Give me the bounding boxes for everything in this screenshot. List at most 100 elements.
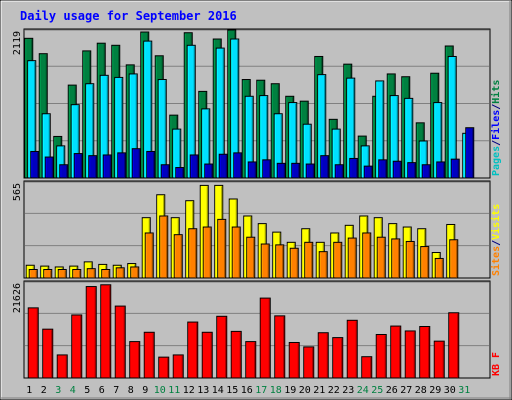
bar xyxy=(405,240,415,279)
bar xyxy=(448,312,460,379)
x-tick-label: 31 xyxy=(458,385,470,396)
bar xyxy=(262,159,272,179)
bar xyxy=(42,328,54,379)
bar xyxy=(436,161,446,179)
bar xyxy=(117,152,127,179)
x-tick-label: 24 xyxy=(357,385,369,396)
bar xyxy=(160,164,170,179)
bar xyxy=(378,159,388,179)
bar xyxy=(259,297,271,379)
bar xyxy=(73,153,83,179)
x-tick-label: 19 xyxy=(284,385,296,396)
x-tick-label: 7 xyxy=(113,385,119,396)
x-tick-label: 6 xyxy=(99,385,105,396)
bar xyxy=(172,354,184,379)
bar xyxy=(333,241,343,279)
bar xyxy=(189,154,199,179)
bar xyxy=(288,341,300,379)
bar xyxy=(362,232,372,279)
bar xyxy=(188,228,198,279)
bar xyxy=(375,333,387,379)
chart-panel-2: 565 Sites/Visits xyxy=(12,180,502,279)
bar xyxy=(204,163,214,179)
bar xyxy=(465,127,475,179)
bar xyxy=(27,307,39,379)
bar xyxy=(230,330,242,379)
bar xyxy=(434,257,444,279)
bar xyxy=(421,164,431,179)
bar xyxy=(231,226,241,279)
bar xyxy=(86,268,96,279)
bar xyxy=(71,314,83,379)
x-tick-label: 30 xyxy=(444,385,456,396)
bar xyxy=(420,246,430,279)
bar xyxy=(143,331,155,379)
bar xyxy=(56,354,68,379)
bar xyxy=(130,266,140,279)
bar xyxy=(391,238,401,279)
bar xyxy=(102,154,112,179)
bar xyxy=(317,332,329,379)
bar xyxy=(202,226,212,279)
bar xyxy=(218,153,228,179)
bar xyxy=(144,232,154,279)
bar xyxy=(407,162,417,179)
x-tick-label: 11 xyxy=(168,385,180,396)
bar xyxy=(245,341,257,379)
series-kb-f xyxy=(27,284,460,379)
bar xyxy=(260,243,270,279)
bar xyxy=(114,305,126,379)
y-max-label: 565 xyxy=(12,183,23,201)
bar xyxy=(131,148,141,179)
bar xyxy=(304,241,314,279)
bar xyxy=(247,161,257,179)
bar xyxy=(289,247,299,279)
bar xyxy=(305,163,315,179)
x-tick-label: 26 xyxy=(386,385,398,396)
bar xyxy=(129,341,141,379)
legend-entry: Visits xyxy=(490,204,502,240)
series-pages xyxy=(30,127,475,179)
bar xyxy=(363,165,373,179)
bar xyxy=(275,244,285,279)
chart-title: Daily usage for September 2016 xyxy=(20,9,237,23)
bar xyxy=(216,315,228,379)
y-max-label: 21626 xyxy=(12,283,23,313)
series-files xyxy=(27,38,472,179)
bar xyxy=(419,326,431,379)
x-tick-label: 21 xyxy=(313,385,325,396)
chart-panel-3: 21626 KB F xyxy=(12,280,502,379)
x-tick-label: 14 xyxy=(212,385,224,396)
x-tick-label: 17 xyxy=(255,385,267,396)
legend: Pages/Files/Hits xyxy=(490,80,502,176)
x-tick-label: 9 xyxy=(142,385,148,396)
x-axis: 1 2 3 4 5 6 7 8 9 10 11 12 13 14 15 16 17 18 19 20 21 22 23 24 2… xyxy=(26,385,470,396)
series-sites xyxy=(28,215,459,279)
x-tick-label: 13 xyxy=(197,385,209,396)
bar xyxy=(334,164,344,179)
bar xyxy=(146,150,156,179)
x-tick-label: 28 xyxy=(415,385,427,396)
x-tick-label: 10 xyxy=(154,385,166,396)
bar xyxy=(43,269,53,279)
bar xyxy=(72,269,82,279)
bar xyxy=(361,356,373,379)
bar xyxy=(173,234,183,279)
bar xyxy=(201,331,213,379)
bar xyxy=(57,269,67,279)
bar xyxy=(115,267,125,279)
legend-entry: KB F xyxy=(491,352,502,376)
x-tick-label: 1 xyxy=(26,385,32,396)
x-tick-label: 4 xyxy=(70,385,76,396)
x-tick-label: 23 xyxy=(342,385,354,396)
x-tick-label: 12 xyxy=(183,385,195,396)
legend: Sites/Visits xyxy=(490,204,502,276)
bar xyxy=(274,315,286,379)
bar xyxy=(59,164,69,179)
x-tick-label: 27 xyxy=(400,385,412,396)
y-max-label: 2119 xyxy=(12,31,23,55)
bar xyxy=(349,157,359,179)
bar xyxy=(433,340,445,379)
x-tick-label: 29 xyxy=(429,385,441,396)
bar xyxy=(233,152,243,179)
